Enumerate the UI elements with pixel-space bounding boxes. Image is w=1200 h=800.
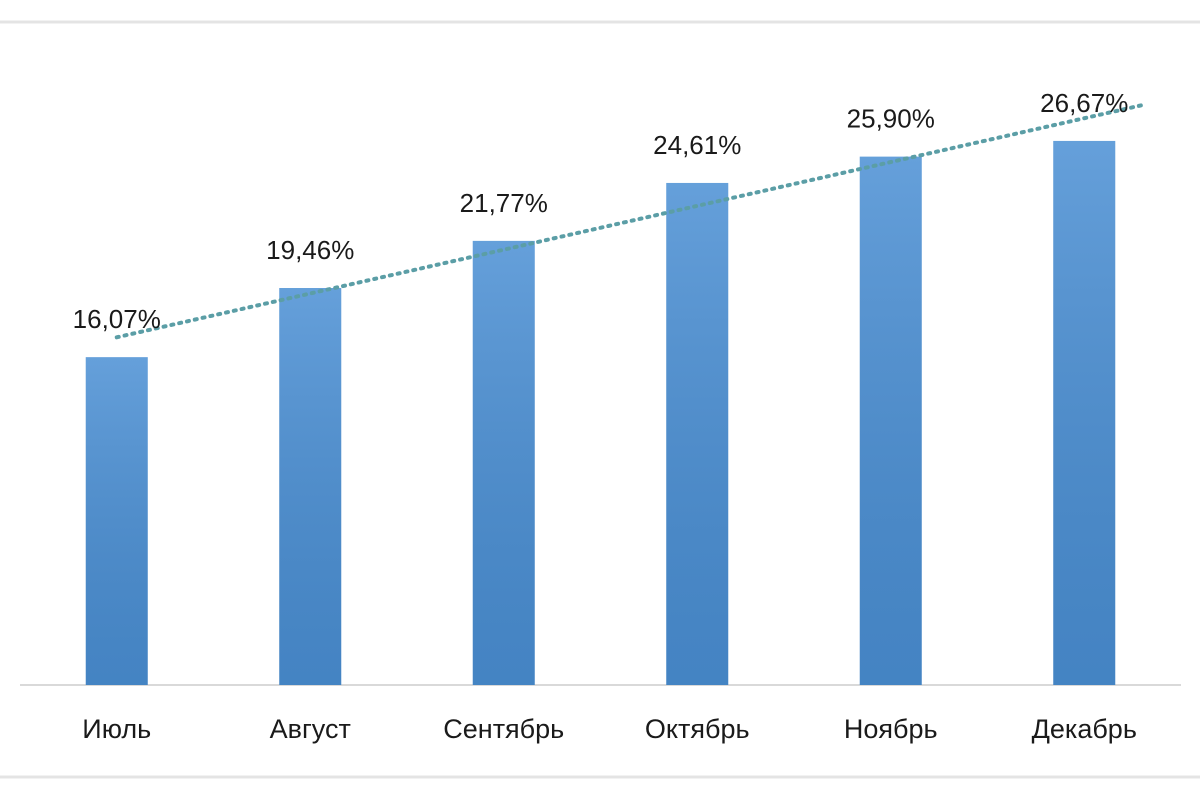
data-label: 25,90% [847, 104, 935, 134]
x-tick-label: Октябрь [645, 714, 750, 744]
data-label: 19,46% [266, 235, 354, 265]
data-label: 26,67% [1040, 88, 1128, 118]
trendline [114, 103, 1145, 340]
x-tick-label: Ноябрь [844, 714, 938, 744]
bar [859, 156, 922, 685]
x-tick-label: Сентябрь [443, 714, 564, 744]
bar [666, 182, 729, 685]
bar [1053, 140, 1116, 685]
x-tick-label: Декабрь [1032, 714, 1137, 744]
bar [85, 357, 148, 685]
data-label: 21,77% [460, 188, 548, 218]
bar [472, 240, 535, 685]
data-label: 24,61% [653, 130, 741, 160]
bar [279, 288, 342, 685]
data-label: 16,07% [73, 304, 161, 334]
x-tick-label: Июль [82, 714, 151, 744]
x-tick-label: Август [270, 714, 351, 744]
